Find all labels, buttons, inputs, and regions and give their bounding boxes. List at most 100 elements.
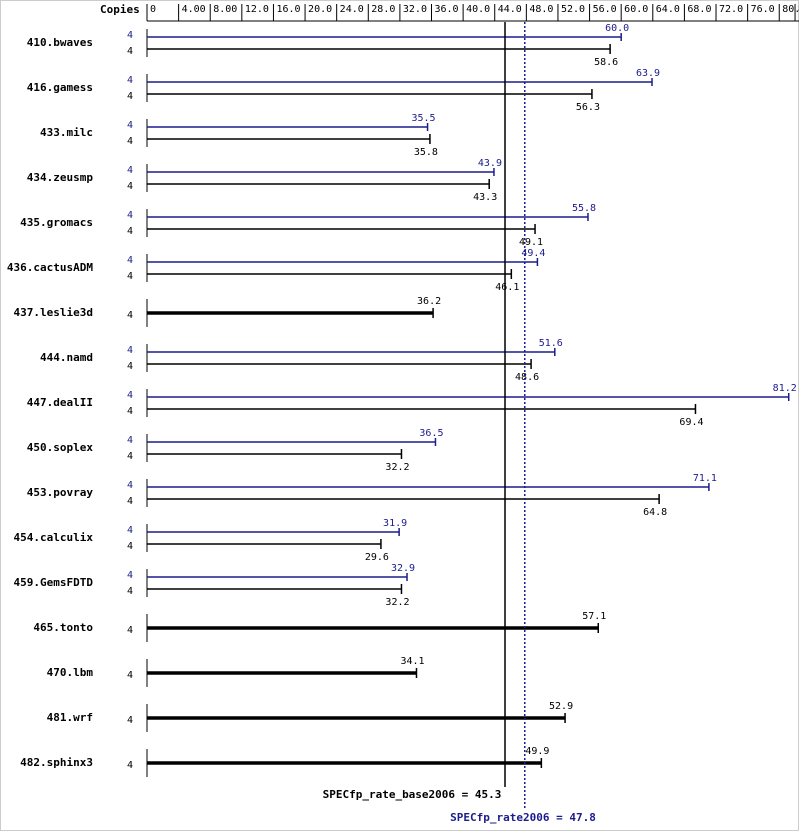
x-tick-label: 80.0 bbox=[782, 4, 799, 15]
copies-label: 4 bbox=[127, 30, 133, 41]
x-tick-label: 20.0 bbox=[308, 4, 332, 15]
copies-label: 4 bbox=[127, 255, 133, 266]
value-label: 51.6 bbox=[539, 338, 563, 349]
value-label: 36.2 bbox=[417, 296, 441, 307]
reference-label: SPECfp_rate_base2006 = 45.3 bbox=[323, 788, 502, 801]
copies-label: 4 bbox=[127, 75, 133, 86]
copies-label: 4 bbox=[127, 541, 133, 552]
copies-label: 4 bbox=[127, 271, 133, 282]
x-tick-label: 16.0 bbox=[276, 4, 300, 15]
category-label: 435.gromacs bbox=[20, 216, 93, 229]
copies-label: 4 bbox=[127, 181, 133, 192]
category-label: 434.zeusmp bbox=[27, 171, 94, 184]
category-label: 454.calculix bbox=[14, 531, 94, 544]
value-label: 57.1 bbox=[582, 611, 606, 622]
value-label: 32.2 bbox=[385, 462, 409, 473]
category-label: 437.leslie3d bbox=[14, 306, 93, 319]
value-label: 31.9 bbox=[383, 518, 407, 529]
value-label: 49.9 bbox=[525, 746, 549, 757]
value-label: 64.8 bbox=[643, 507, 667, 518]
x-tick-label: 24.0 bbox=[340, 4, 364, 15]
header: Copies bbox=[100, 3, 140, 16]
value-label: 36.5 bbox=[419, 428, 443, 439]
x-tick-label: 60.0 bbox=[624, 4, 648, 15]
category-label: 436.cactusADM bbox=[7, 261, 93, 274]
copies-label: 4 bbox=[127, 525, 133, 536]
copies-label: 4 bbox=[127, 120, 133, 131]
value-label: 35.5 bbox=[412, 113, 436, 124]
category-label: 447.dealII bbox=[27, 396, 93, 409]
copies-label: 4 bbox=[127, 46, 133, 57]
copies-label: 4 bbox=[127, 586, 133, 597]
value-label: 71.1 bbox=[693, 473, 717, 484]
copies-label: 4 bbox=[127, 435, 133, 446]
x-tick-label: 72.0 bbox=[719, 4, 743, 15]
x-tick-label: 52.0 bbox=[561, 4, 585, 15]
category-label: 450.soplex bbox=[27, 441, 94, 454]
copies-label: 4 bbox=[127, 210, 133, 221]
copies-label: 4 bbox=[127, 165, 133, 176]
value-label: 43.3 bbox=[473, 192, 497, 203]
value-label: 49.4 bbox=[521, 248, 545, 259]
x-tick-label: 56.0 bbox=[593, 4, 617, 15]
copies-label: 4 bbox=[127, 480, 133, 491]
value-label: 34.1 bbox=[400, 656, 424, 667]
value-label: 55.8 bbox=[572, 203, 596, 214]
category-label: 481.wrf bbox=[47, 711, 93, 724]
copies-label: 4 bbox=[127, 625, 133, 636]
x-tick-label: 68.0 bbox=[687, 4, 711, 15]
copies-label: 4 bbox=[127, 715, 133, 726]
value-label: 48.6 bbox=[515, 372, 539, 383]
value-label: 32.2 bbox=[385, 597, 409, 608]
value-label: 81.2 bbox=[773, 383, 797, 394]
x-tick-label: 32.0 bbox=[403, 4, 427, 15]
value-label: 56.3 bbox=[576, 102, 600, 113]
x-tick-label: 48.0 bbox=[529, 4, 553, 15]
value-label: 46.1 bbox=[495, 282, 519, 293]
x-tick-label: 44.0 bbox=[498, 4, 522, 15]
x-tick-label: 4.00 bbox=[182, 4, 206, 15]
category-label: 470.lbm bbox=[47, 666, 94, 679]
x-tick-label: 28.0 bbox=[371, 4, 395, 15]
category-label: 416.gamess bbox=[27, 81, 93, 94]
copies-label: 4 bbox=[127, 310, 133, 321]
copies-label: 4 bbox=[127, 670, 133, 681]
x-tick-label: 36.0 bbox=[435, 4, 459, 15]
value-label: 43.9 bbox=[478, 158, 502, 169]
x-tick-label: 8.00 bbox=[213, 4, 237, 15]
x-tick-label: 76.0 bbox=[751, 4, 775, 15]
copies-label: 4 bbox=[127, 496, 133, 507]
value-label: 32.9 bbox=[391, 563, 415, 574]
copies-label: 4 bbox=[127, 136, 133, 147]
category-label: 444.namd bbox=[40, 351, 93, 364]
copies-label: 4 bbox=[127, 390, 133, 401]
category-label: 410.bwaves bbox=[27, 36, 93, 49]
copies-label: 4 bbox=[127, 570, 133, 581]
copies-label: 4 bbox=[127, 361, 133, 372]
copies-label: 4 bbox=[127, 345, 133, 356]
copies-label: 4 bbox=[127, 760, 133, 771]
value-label: 63.9 bbox=[636, 68, 660, 79]
value-label: 58.6 bbox=[594, 57, 618, 68]
copies-label: 4 bbox=[127, 406, 133, 417]
category-label: 482.sphinx3 bbox=[20, 756, 93, 769]
reference-label: SPECfp_rate2006 = 47.8 bbox=[450, 811, 596, 824]
category-label: 453.povray bbox=[27, 486, 94, 499]
value-label: 60.0 bbox=[605, 23, 629, 34]
copies-label: 4 bbox=[127, 91, 133, 102]
category-label: 433.milc bbox=[40, 126, 93, 139]
category-label: 459.GemsFDTD bbox=[14, 576, 94, 589]
x-tick-label: 0 bbox=[150, 4, 156, 15]
x-tick-label: 64.0 bbox=[656, 4, 680, 15]
copies-label: 4 bbox=[127, 226, 133, 237]
value-label: 52.9 bbox=[549, 701, 573, 712]
value-label: 29.6 bbox=[365, 552, 389, 563]
value-label: 49.1 bbox=[519, 237, 543, 248]
value-label: 35.8 bbox=[414, 147, 438, 158]
x-tick-label: 40.0 bbox=[466, 4, 490, 15]
category-label: 465.tonto bbox=[33, 621, 93, 634]
value-label: 69.4 bbox=[679, 417, 703, 428]
x-tick-label: 12.0 bbox=[245, 4, 269, 15]
